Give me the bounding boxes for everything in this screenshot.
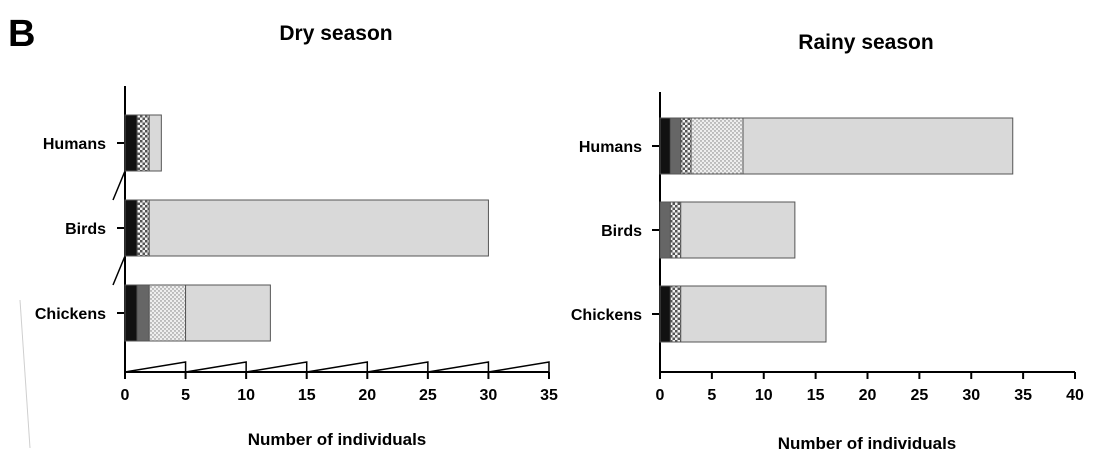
bar-segment-chickens-1: [136, 284, 150, 342]
bar-segment-chickens-4: [680, 285, 827, 343]
category-label: Birds: [65, 221, 106, 238]
x-tick-label: 20: [358, 387, 376, 404]
bar-segment-birds-2: [136, 199, 150, 257]
axis-zigzag-decoration: [124, 361, 550, 373]
chart-title: Dry season: [279, 22, 392, 45]
x-tick-label: 0: [121, 387, 130, 404]
x-tick-label: 25: [419, 387, 437, 404]
x-tick-label: 0: [656, 387, 665, 404]
panel-label: B: [8, 13, 35, 55]
x-tick-label: 10: [237, 387, 255, 404]
bar-segment-humans-1: [669, 117, 682, 175]
bar-segment-humans-2: [136, 114, 150, 172]
bar-segment-humans-2: [680, 117, 692, 175]
x-tick-label: 15: [298, 387, 316, 404]
bar-segment-humans-4: [742, 117, 1014, 175]
bar-connector-lines: [112, 170, 126, 286]
bar-segment-chickens-3: [148, 284, 187, 342]
bar-segment-chickens-4: [185, 284, 271, 342]
category-label: Humans: [43, 136, 106, 153]
x-tick-label: 5: [707, 387, 716, 404]
bar-segment-birds-0: [124, 199, 138, 257]
category-label: Chickens: [35, 306, 106, 323]
bar-segment-humans-3: [690, 117, 744, 175]
x-tick-label: 5: [181, 387, 190, 404]
bar-segment-birds-4: [680, 201, 796, 259]
category-label: Chickens: [571, 307, 642, 324]
bar-segment-humans-0: [124, 114, 138, 172]
category-label: Humans: [579, 139, 642, 156]
x-axis-label: Number of individuals: [778, 434, 957, 452]
bar-segment-birds-1: [659, 201, 671, 259]
bar-segment-birds-4: [148, 199, 489, 257]
x-tick-label: 30: [480, 387, 498, 404]
chart-rainy-season: Rainy season 0 5 10 15 20 25 30 35 40 Humans Birds C…: [571, 31, 1084, 452]
x-tick-label: 20: [859, 387, 877, 404]
chart-dry-season: Dry season 0 5 10 15 20 25 30 35 Humans Birds Chick…: [35, 22, 558, 449]
bar-segment-chickens-2: [669, 285, 682, 343]
x-tick-label: 10: [755, 387, 773, 404]
bar-segment-humans-4: [148, 114, 162, 172]
decorative-line: [19, 299, 31, 449]
x-tick-label: 30: [962, 387, 980, 404]
category-label: Birds: [601, 223, 642, 240]
x-tick-label: 35: [540, 387, 558, 404]
chart-title: Rainy season: [798, 31, 933, 54]
bar-segment-chickens-0: [659, 285, 671, 343]
x-tick-label: 15: [807, 387, 825, 404]
x-tick-label: 35: [1014, 387, 1032, 404]
x-tick-label: 25: [910, 387, 928, 404]
bar-segment-humans-0: [659, 117, 671, 175]
bar-segment-chickens-0: [124, 284, 138, 342]
bar-segment-birds-2: [669, 201, 682, 259]
x-axis-label: Number of individuals: [248, 430, 427, 449]
x-tick-label: 40: [1066, 387, 1084, 404]
